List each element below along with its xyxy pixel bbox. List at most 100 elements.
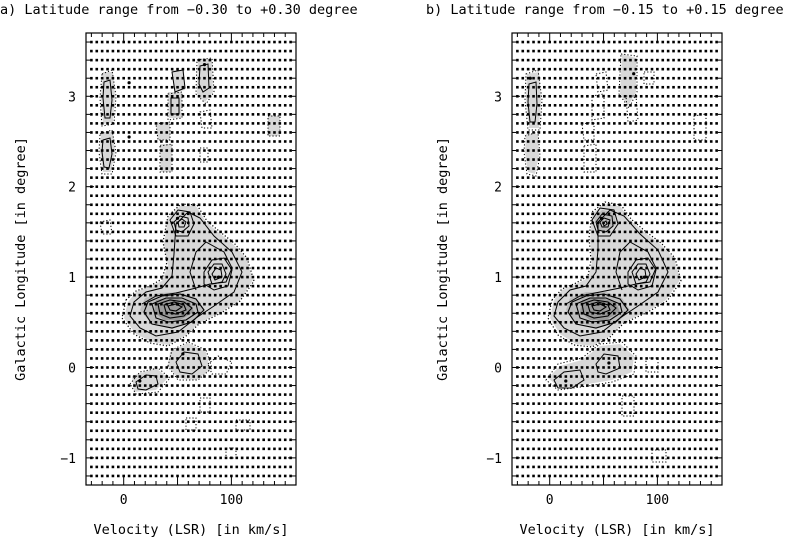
grid-dot [106, 320, 109, 324]
grid-dot [154, 429, 158, 433]
grid-dot [117, 311, 120, 315]
grid-dot [596, 40, 600, 44]
grid-dot [203, 320, 206, 324]
grid-dot [251, 49, 255, 53]
grid-dot [197, 85, 201, 89]
grid-dot [645, 293, 648, 297]
grid-dot [246, 122, 249, 125]
grid-dot [208, 393, 212, 396]
grid-dot [106, 40, 109, 44]
grid-dot [543, 176, 546, 179]
grid-dot [569, 239, 573, 243]
grid-dot [203, 167, 206, 170]
grid-dot [197, 302, 201, 306]
grid-dot [661, 40, 665, 44]
grid-dot [602, 357, 605, 360]
grid-dot [683, 58, 686, 62]
grid-dot [699, 302, 702, 306]
grid-dot [553, 76, 557, 80]
grid-dot [548, 302, 551, 306]
grid-dot [154, 221, 158, 225]
grid-dot [677, 49, 681, 53]
grid-dot [187, 275, 190, 279]
grid-dot [693, 94, 697, 98]
grid-dot [203, 266, 206, 270]
grid-dot [197, 429, 201, 433]
grid-dot [149, 113, 152, 116]
grid-dot [596, 67, 600, 71]
grid-dot [639, 330, 643, 333]
grid-dot [230, 49, 233, 53]
grid-dot [219, 49, 222, 53]
grid-dot [283, 302, 287, 306]
grid-dot [559, 420, 562, 424]
grid-dot [127, 203, 131, 207]
grid-dot [543, 411, 546, 414]
grid-dot [623, 212, 627, 216]
grid-dot [618, 474, 621, 478]
grid-dot [569, 456, 573, 460]
grid-dot [553, 248, 557, 252]
grid-dot [683, 266, 686, 270]
grid-dot [537, 104, 541, 107]
grid-dot [257, 438, 260, 442]
grid-dot [709, 203, 713, 207]
grid-dot [283, 49, 287, 53]
grid-dot [639, 320, 643, 324]
grid-dot [629, 257, 632, 261]
grid-dot [650, 420, 654, 424]
grid-dot [208, 94, 212, 98]
grid-dot [645, 465, 648, 469]
grid-dot [95, 366, 99, 369]
grid-dot [273, 275, 276, 279]
grid-dot [704, 393, 708, 396]
grid-dot [666, 167, 670, 170]
grid-dot [278, 402, 282, 405]
grid-dot [683, 474, 686, 478]
grid-dot [262, 465, 265, 469]
grid-dot [580, 194, 584, 198]
grid-dot [165, 339, 169, 342]
grid-dot [607, 366, 611, 369]
grid-dot [639, 447, 643, 451]
grid-dot [176, 257, 179, 261]
grid-dot [666, 438, 670, 442]
grid-dot [634, 284, 638, 288]
grid-dot [122, 158, 125, 161]
grid-dot [192, 85, 195, 89]
grid-dot [564, 284, 568, 288]
grid-dot [165, 248, 169, 252]
grid-dot [208, 113, 212, 116]
grid-dot [267, 420, 271, 424]
grid-dot [516, 384, 519, 387]
grid-dot [715, 85, 718, 89]
grid-dot [699, 339, 702, 342]
grid-dot [634, 203, 638, 207]
grid-dot [645, 411, 648, 414]
grid-dot [693, 104, 697, 107]
grid-dot [213, 429, 217, 433]
grid-dot [548, 94, 551, 98]
grid-dot [575, 140, 578, 143]
grid-dot [650, 266, 654, 270]
grid-dot [111, 339, 115, 342]
grid-dot [283, 320, 287, 324]
grid-dot [283, 230, 287, 234]
grid-dot [521, 474, 525, 478]
grid-dot [564, 411, 568, 414]
grid-dot [111, 230, 115, 234]
grid-dot [634, 456, 638, 460]
grid-dot [693, 384, 697, 387]
grid-dot [213, 67, 217, 71]
grid-dot [257, 176, 260, 179]
grid-dot [138, 320, 142, 324]
grid-dot [154, 167, 158, 170]
grid-dot [521, 456, 525, 460]
grid-dot [165, 203, 169, 207]
grid-dot [629, 411, 632, 414]
grid-dot [709, 94, 713, 98]
grid-dot [629, 311, 632, 315]
grid-dot [693, 230, 697, 234]
grid-dot [240, 239, 244, 243]
grid-dot [699, 275, 702, 279]
